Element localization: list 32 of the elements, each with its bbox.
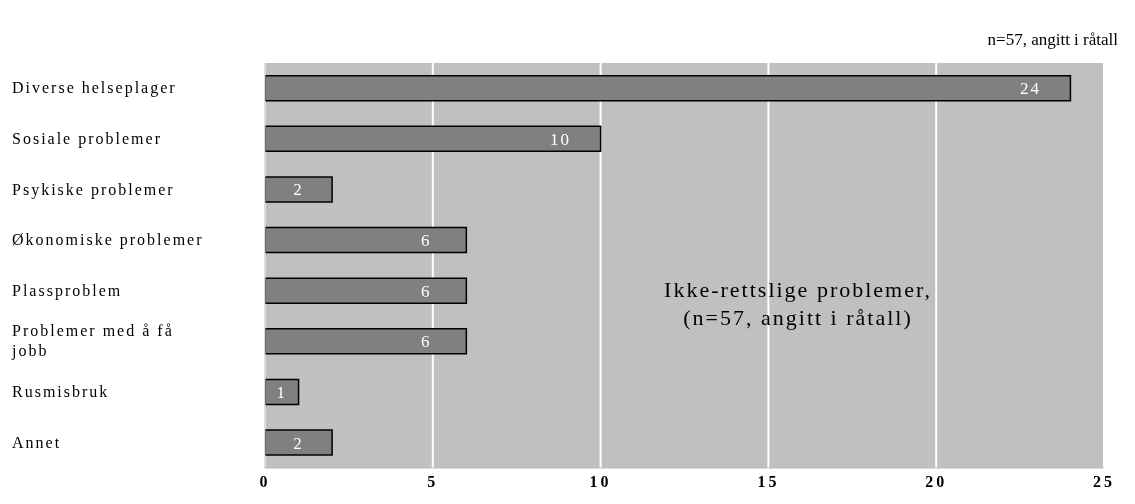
y-tick-label: Økonomiske problemer <box>12 231 204 250</box>
y-tick-label: Psykiske problemer <box>12 180 175 199</box>
data-label: 6 <box>421 231 432 251</box>
bar <box>265 176 333 203</box>
bar <box>265 277 468 304</box>
data-label: 24 <box>1019 79 1041 99</box>
data-label: 6 <box>421 332 432 352</box>
annotation: Ikke-rettslige problemer, (n=57, angitt i råtall) <box>663 276 933 332</box>
bar <box>265 125 602 153</box>
data-label: 2 <box>293 433 304 453</box>
x-tick-label: 25 <box>1093 473 1115 491</box>
data-label: 6 <box>421 281 432 301</box>
y-tick-label: Sosiale problemer <box>12 129 162 148</box>
x-tick-label: 15 <box>757 473 780 491</box>
chart-subtitle: n=57, angitt i råtall <box>987 30 1118 50</box>
data-label: 2 <box>293 180 304 200</box>
y-tick-label: Plassproblem <box>12 281 123 300</box>
x-tick-label: 20 <box>925 473 948 491</box>
bar <box>265 74 1072 102</box>
bar <box>265 328 468 355</box>
y-tick-label: Rusmisbruk <box>12 383 110 401</box>
data-label: 10 <box>550 129 572 149</box>
y-tick-label: Diverse helseplager <box>12 79 177 98</box>
bar <box>265 226 468 254</box>
x-tick-label: 0 <box>259 473 271 491</box>
data-label: 1 <box>276 382 288 402</box>
x-tick-label: 5 <box>427 473 439 491</box>
x-tick-label: 10 <box>589 473 612 491</box>
bar <box>265 378 300 406</box>
y-tick-label: Problemer med å få jobb <box>11 322 174 361</box>
y-tick-label: Annet <box>12 433 62 451</box>
bar <box>265 429 333 456</box>
